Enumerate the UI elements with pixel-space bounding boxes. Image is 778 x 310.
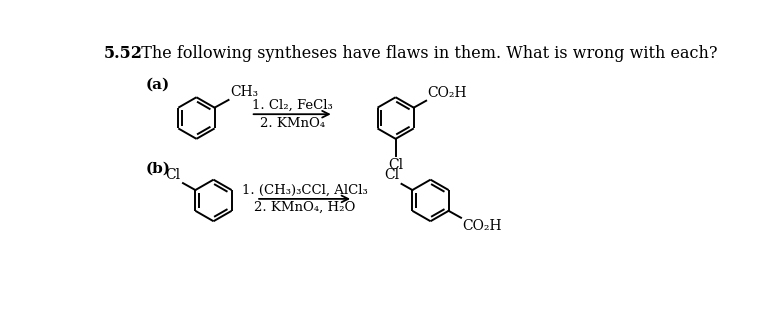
Text: CO₂H: CO₂H <box>428 86 468 100</box>
Text: 1. Cl₂, FeCl₃: 1. Cl₂, FeCl₃ <box>252 99 332 112</box>
Text: (b): (b) <box>145 162 170 176</box>
Text: (a): (a) <box>145 77 170 91</box>
Text: CO₂H: CO₂H <box>463 219 502 233</box>
Text: 2. KMnO₄: 2. KMnO₄ <box>260 117 324 130</box>
Text: Cl: Cl <box>384 168 399 182</box>
Text: 1. (CH₃)₃CCl, AlCl₃: 1. (CH₃)₃CCl, AlCl₃ <box>242 184 367 197</box>
Text: 5.52: 5.52 <box>103 45 142 62</box>
Text: Cl: Cl <box>166 168 180 182</box>
Text: The following syntheses have flaws in them. What is wrong with each?: The following syntheses have flaws in th… <box>131 45 718 62</box>
Text: CH₃: CH₃ <box>230 85 258 99</box>
Text: 2. KMnO₄, H₂O: 2. KMnO₄, H₂O <box>254 201 356 214</box>
Text: Cl: Cl <box>388 158 403 172</box>
